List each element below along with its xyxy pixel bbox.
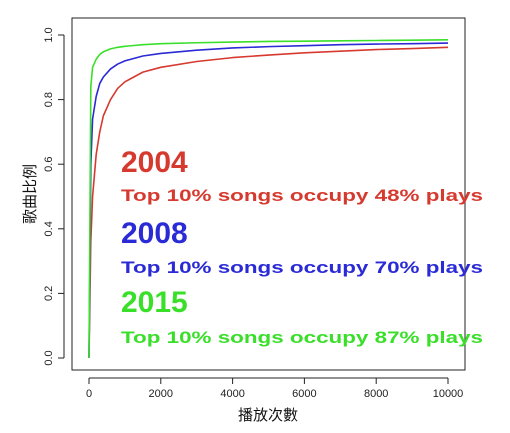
series-lines <box>88 39 449 359</box>
x-tick-label: 10000 <box>433 388 464 400</box>
annotation-text-2004: Top 10% songs occupy 48% plays <box>121 186 483 205</box>
annotation-text-2008: Top 10% songs occupy 70% plays <box>121 258 483 277</box>
series-line-2015 <box>88 39 449 359</box>
x-tick-label: 4000 <box>220 388 244 400</box>
y-tick-label: 0.2 <box>43 286 55 301</box>
x-tick-label: 0 <box>86 388 92 400</box>
plot-frame <box>71 17 466 371</box>
y-tick-label: 0.8 <box>43 92 55 107</box>
y-tick-label: 0.4 <box>43 221 55 236</box>
x-tick-label: 8000 <box>364 388 388 400</box>
annotation-year-2008: 2008 <box>121 217 188 250</box>
annotation-year-2015: 2015 <box>121 286 188 319</box>
y-tick-label: 1.0 <box>43 27 55 42</box>
y-axis-label: 歌曲比例 <box>21 164 39 224</box>
annotations: 2004 Top 10% songs occupy 48% plays 2008 To… <box>121 146 483 347</box>
x-axis-label: 播放次數 <box>238 406 298 424</box>
y-tick-label: 0.0 <box>43 350 55 365</box>
x-tick-label: 2000 <box>149 388 173 400</box>
series-line-2004 <box>88 46 449 359</box>
series-line-2008 <box>88 42 449 359</box>
annotation-year-2004: 2004 <box>121 146 188 179</box>
annotation-text-2015: Top 10% songs occupy 87% plays <box>121 328 483 347</box>
axes: 0 2000 4000 6000 8000 10000 0.0 0.2 0.4 0.6 0.8 1.0 <box>43 27 463 400</box>
y-tick-label: 0.6 <box>43 157 55 172</box>
x-tick-label: 6000 <box>292 388 316 400</box>
